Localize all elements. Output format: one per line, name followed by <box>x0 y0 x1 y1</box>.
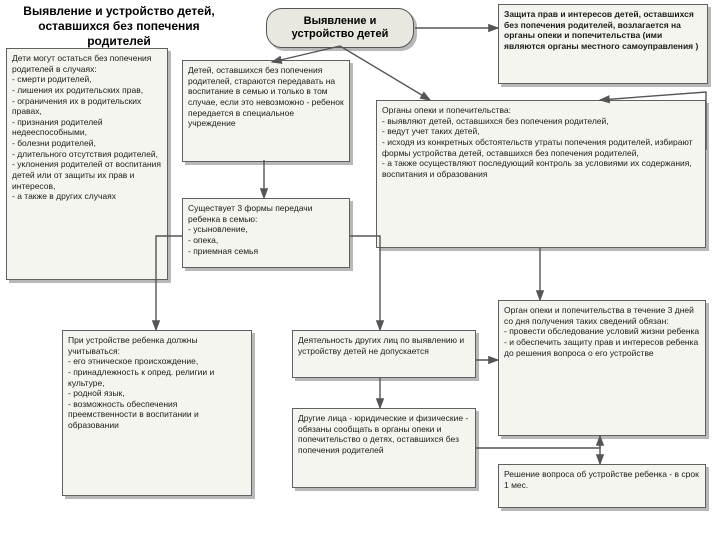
box-forms-text: Существует 3 формы передачи ребенка в се… <box>188 203 312 256</box>
main-title: Выявление и устройство детей,оставшихся … <box>6 4 232 49</box>
box-others-report: Другие лица - юридические и физические -… <box>292 408 476 488</box>
box-others-not: Деятельность других лиц по выявлению и у… <box>292 330 476 378</box>
box-protection-text: Защита прав и интересов детей, оставшихс… <box>504 9 698 51</box>
central-node: Выявление иустройство детей <box>266 8 414 48</box>
box-others-not-text: Деятельность других лиц по выявлению и у… <box>298 335 464 356</box>
box-duty3days-text: Орган опеки и попечительства в течение 3… <box>504 305 699 358</box>
box-deadline: Решение вопроса об устройстве ребенка - … <box>498 464 706 508</box>
box-cases-text: Дети могут остаться без попечения родите… <box>12 53 161 201</box>
box-placement-text: При устройстве ребенка должны учитыватьс… <box>68 335 214 430</box>
box-transfer: Детей, оставшихся без попечения родителе… <box>182 60 350 162</box>
box-organs: Органы опеки и попечительства:- выявляют… <box>376 100 706 248</box>
box-forms: Существует 3 формы передачи ребенка в се… <box>182 198 350 268</box>
box-cases: Дети могут остаться без попечения родите… <box>6 48 168 280</box>
box-others-report-text: Другие лица - юридические и физические -… <box>298 413 468 455</box>
box-organs-text: Органы опеки и попечительства:- выявляют… <box>382 105 693 179</box>
box-protection: Защита прав и интересов детей, оставшихс… <box>498 4 708 84</box>
box-placement: При устройстве ребенка должны учитыватьс… <box>62 330 252 496</box>
box-deadline-text: Решение вопроса об устройстве ребенка - … <box>504 469 699 490</box>
box-duty3days: Орган опеки и попечительства в течение 3… <box>498 300 706 436</box>
box-transfer-text: Детей, оставшихся без попечения родителе… <box>188 65 344 128</box>
